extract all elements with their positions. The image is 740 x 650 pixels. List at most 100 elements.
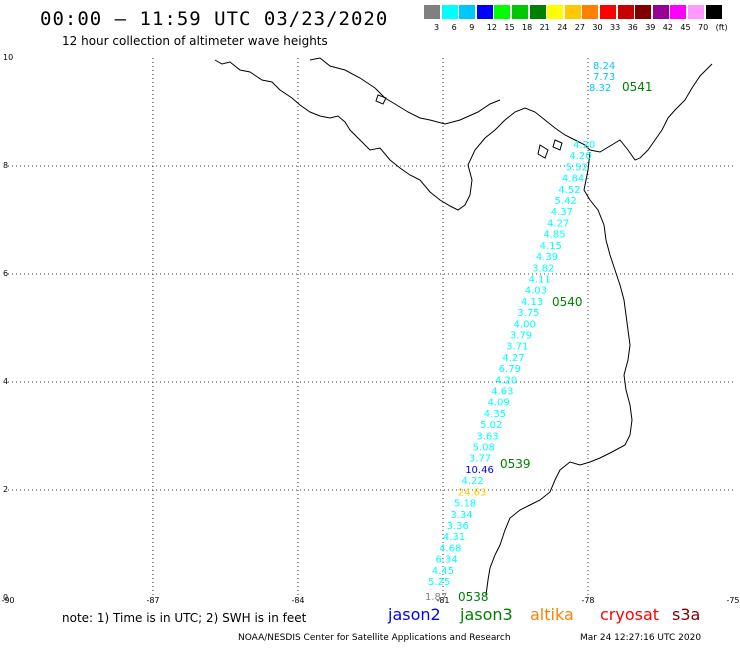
- coastline-north: [214, 59, 713, 211]
- colorbar-cell: [494, 5, 511, 19]
- swh-label: 4.27: [502, 353, 524, 364]
- swh-label: 3.75: [517, 308, 539, 319]
- swh-label: 3.34: [450, 510, 472, 521]
- swh-label: 3.82: [532, 263, 554, 274]
- swh-label: 3.71: [506, 342, 528, 353]
- pass-id-label: 0539: [500, 457, 531, 471]
- swh-label: 4.84: [562, 174, 584, 185]
- colorbar-cell: [670, 5, 687, 19]
- x-tick-label: -87: [146, 596, 159, 605]
- swh-label: 4.20: [573, 140, 595, 151]
- colorbar-label: 9: [469, 23, 475, 32]
- colorbar-cell: [635, 5, 652, 19]
- swh-label: 3.77: [469, 454, 491, 465]
- colorbar-label: 15: [504, 23, 515, 32]
- colorbar-label: 36: [627, 23, 638, 32]
- x-tick-label: -75: [726, 596, 739, 605]
- x-tick-label: -78: [581, 596, 594, 605]
- map-subtitle: 12 hour collection of altimeter wave hei…: [62, 34, 328, 48]
- coastline: [214, 57, 713, 596]
- colorbar-label: 6: [451, 23, 457, 32]
- y-tick-label: 8: [3, 161, 8, 170]
- y-tick-label: 6: [3, 269, 8, 278]
- colorbar-cell: [600, 5, 616, 19]
- satellite-jason2: jason2: [388, 605, 441, 624]
- colorbar-cell: [476, 5, 493, 19]
- colorbar-label: 42: [662, 23, 673, 32]
- swh-label: 4.63: [491, 387, 513, 398]
- y-tick-label: 2: [3, 485, 8, 494]
- swh-label: 4.35: [484, 409, 506, 420]
- coastline-south: [485, 151, 633, 596]
- colorbar-cell: [582, 5, 599, 19]
- colorbar-label: 70: [698, 23, 709, 32]
- colorbar-label: (ft): [715, 23, 728, 32]
- pass-id-label: 0541: [622, 80, 653, 94]
- swh-label: 8.32: [589, 83, 611, 94]
- colorbar-label: 18: [522, 23, 533, 32]
- satellite-jason3: jason3: [460, 605, 513, 624]
- colorbar-cell: [441, 5, 458, 19]
- map-title: 00:00 – 11:59 UTC 03/23/2020: [40, 8, 389, 30]
- swh-labels: 5.254.456.344.684.313.363.345.1824.634.2…: [425, 61, 653, 604]
- swh-label: 5.25: [428, 577, 450, 588]
- colorbar-label: 30: [592, 23, 603, 32]
- satellite-s3a: s3a: [672, 605, 701, 624]
- swh-label: 4.45: [432, 566, 454, 577]
- swh-label: 5.18: [454, 499, 476, 510]
- swh-label: 4.00: [514, 319, 536, 330]
- swh-label: 4.31: [443, 532, 465, 543]
- x-tick-label: -81: [436, 596, 449, 605]
- colorbar-label: 12: [486, 23, 497, 32]
- swh-label: 10.46: [465, 465, 494, 476]
- swh-label: 6.79: [499, 364, 521, 375]
- swh-label: 4.11: [528, 274, 550, 285]
- swh-label: 4.15: [540, 241, 562, 252]
- swh-label: 5.52: [566, 162, 588, 173]
- colorbar-cell: [529, 5, 546, 19]
- swh-label: 4.39: [536, 252, 558, 263]
- swh-label: 4.27: [547, 218, 569, 229]
- units-note: note: 1) Time is in UTC; 2) SWH is in fe…: [62, 611, 307, 625]
- footer-timestamp: Mar 24 12:27:16 UTC 2020: [580, 633, 702, 643]
- swh-label: 4.20: [495, 375, 517, 386]
- coastline-islands: [375, 94, 563, 159]
- satellite-altika: altika: [530, 605, 574, 624]
- pass-id-label: 0538: [458, 590, 489, 604]
- y-tick-label: 10: [3, 53, 13, 62]
- colorbar-cell: [459, 5, 476, 19]
- footer-credit: NOAA/NESDIS Center for Satellite Applica…: [238, 633, 511, 643]
- colorbar-label: 39: [645, 23, 656, 32]
- swh-label: 4.68: [439, 543, 461, 554]
- colorbar-cell: [424, 5, 440, 19]
- swh-label: 3.63: [476, 431, 498, 442]
- swh-label: 4.03: [525, 286, 547, 297]
- swh-label: 3.36: [447, 521, 469, 532]
- colorbar-cell: [652, 5, 669, 19]
- swh-label: 5.02: [480, 420, 502, 431]
- swh-label: 4.85: [543, 230, 565, 241]
- colorbar-label: 45: [680, 23, 691, 32]
- swh-label: 5.08: [473, 443, 495, 454]
- swh-label: 4.13: [521, 297, 543, 308]
- x-tick-label: -90: [1, 596, 14, 605]
- colorbar-label: 27: [574, 23, 585, 32]
- pass-id-label: 0540: [552, 295, 583, 309]
- swh-label: 4.37: [551, 207, 573, 218]
- coastline-inner: [309, 57, 501, 125]
- colorbar-label: 24: [557, 23, 568, 32]
- colorbar-cell: [705, 5, 722, 19]
- y-tick-label: 0: [3, 593, 8, 602]
- swh-label: 7.73: [593, 72, 615, 83]
- swh-label: 1.87: [425, 592, 447, 603]
- colorbar-label: 21: [539, 23, 550, 32]
- swh-label: 8.24: [593, 61, 615, 72]
- colorbar-cell: [547, 5, 564, 19]
- x-tick-label: -84: [291, 596, 304, 605]
- satellite-cryosat: cryosat: [600, 605, 660, 624]
- colorbar-label: 33: [610, 23, 621, 32]
- colorbar-cell: [564, 5, 581, 19]
- colorbar-label: 3: [434, 23, 440, 32]
- colorbar-cell: [688, 5, 704, 19]
